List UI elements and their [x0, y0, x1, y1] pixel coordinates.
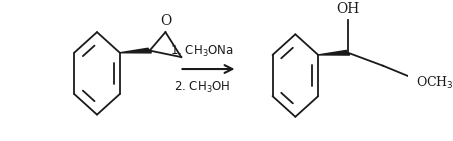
- Polygon shape: [120, 48, 151, 53]
- Polygon shape: [318, 50, 350, 55]
- Text: O: O: [160, 14, 171, 28]
- Text: 2. CH$_3$OH: 2. CH$_3$OH: [174, 80, 231, 95]
- Text: OH: OH: [337, 2, 360, 16]
- Text: 1. CH$_3$ONa: 1. CH$_3$ONa: [170, 44, 234, 59]
- Text: OCH$_3$: OCH$_3$: [416, 75, 453, 91]
